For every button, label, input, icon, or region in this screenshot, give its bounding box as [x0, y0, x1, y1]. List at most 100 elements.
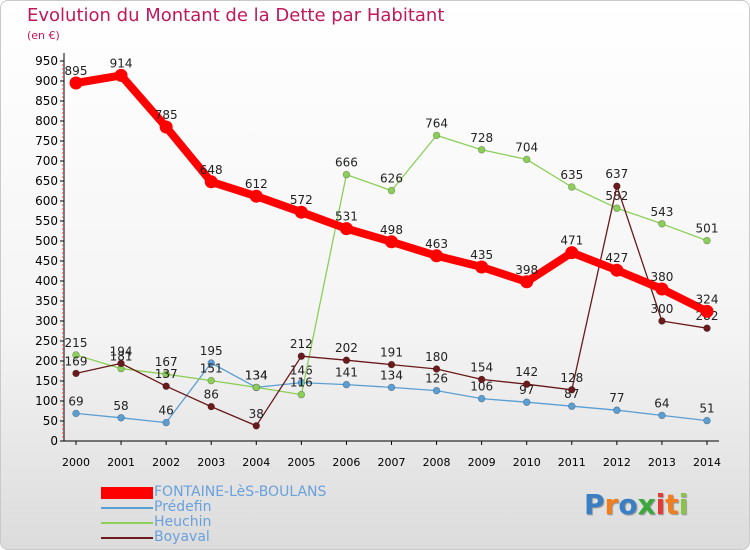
x-tick-label: 2007: [378, 456, 406, 469]
data-label-2: 764: [425, 116, 448, 130]
data-label-0: 531: [335, 210, 358, 224]
series-point-1: [432, 386, 441, 395]
series-point-1: [703, 416, 711, 425]
data-label-2: 626: [380, 172, 403, 186]
legend-swatch: [101, 486, 153, 499]
data-label-1: 126: [425, 372, 448, 386]
series-point-0: [339, 222, 353, 236]
series-point-0: [610, 263, 624, 277]
series-point-3: [523, 380, 531, 388]
series-point-0: [430, 249, 444, 263]
series-point-1: [72, 409, 80, 418]
data-label-1: 51: [699, 402, 714, 416]
data-label-2: 181: [110, 350, 133, 364]
series-point-0: [475, 260, 489, 274]
legend-label: FONTAINE-LèS-BOULANS: [154, 484, 327, 500]
data-label-3: 38: [249, 407, 264, 421]
series-point-2: [387, 186, 396, 195]
data-label-2: 704: [515, 140, 538, 154]
data-label-1: 77: [609, 391, 624, 405]
series-point-1: [613, 406, 621, 414]
series-point-1: [523, 398, 531, 406]
series-point-1: [477, 394, 486, 403]
data-label-0: 380: [650, 270, 673, 284]
legend-label: Heuchin: [154, 514, 212, 530]
series-point-2: [613, 204, 621, 212]
series-point-1: [117, 414, 125, 422]
x-tick-label: 2008: [423, 456, 451, 469]
data-label-3: 137: [155, 367, 178, 381]
series-point-0: [69, 76, 83, 90]
data-label-0: 914: [110, 56, 133, 70]
y-tick-label: 200: [35, 354, 58, 368]
series-point-2: [703, 236, 711, 245]
data-label-1: 134: [245, 368, 268, 382]
series-point-0: [520, 275, 534, 289]
data-label-3: 300: [650, 302, 673, 316]
series-point-3: [342, 356, 351, 364]
series-point-3: [297, 352, 306, 360]
data-label-2: 167: [155, 355, 178, 369]
legend-swatch: [101, 521, 153, 524]
y-tick-label: 850: [35, 94, 58, 108]
series-point-3: [207, 402, 215, 411]
x-tick-label: 2005: [287, 456, 315, 469]
data-label-0: 572: [290, 193, 313, 207]
logo-letter: o: [618, 488, 638, 521]
logo-letter: P: [584, 488, 605, 521]
data-label-1: 106: [470, 380, 493, 394]
data-label-1: 69: [68, 394, 83, 408]
series-point-1: [342, 380, 351, 389]
legend-label: Boyaval: [154, 529, 210, 545]
data-label-0: 895: [65, 64, 88, 78]
series-point-2: [207, 376, 215, 385]
data-label-1: 87: [564, 387, 579, 401]
proxiti-logo: Proxiti: [584, 488, 688, 521]
chart-subtitle: (en €): [27, 29, 60, 42]
data-label-1: 134: [380, 368, 403, 382]
series-point-3: [613, 182, 621, 190]
y-tick-label: 300: [35, 314, 58, 328]
data-label-1: 97: [519, 383, 534, 397]
y-tick-label: 700: [35, 154, 58, 168]
data-label-0: 463: [425, 237, 448, 251]
series-point-3: [387, 360, 396, 369]
series-point-2: [252, 383, 260, 392]
data-label-3: 637: [605, 167, 628, 181]
x-tick-label: 2002: [152, 456, 180, 469]
data-label-2: 728: [470, 131, 493, 145]
legend-swatch: [101, 536, 153, 539]
y-tick-label: 600: [35, 194, 58, 208]
data-label-1: 58: [113, 399, 128, 413]
data-label-3: 202: [335, 341, 358, 355]
x-tick-label: 2010: [513, 456, 541, 469]
series-point-2: [523, 155, 531, 164]
series-point-2: [658, 220, 666, 228]
y-tick-label: 400: [35, 274, 58, 288]
x-tick-label: 2009: [468, 456, 496, 469]
data-label-1: 141: [335, 366, 358, 380]
data-label-0: 648: [200, 163, 223, 177]
series-point-2: [297, 390, 306, 399]
legend-swatch: [101, 506, 153, 509]
series-point-2: [568, 183, 576, 191]
data-label-3: 191: [380, 346, 403, 360]
series-point-0: [294, 205, 308, 219]
y-tick-label: 750: [35, 134, 58, 148]
series-point-3: [477, 375, 486, 384]
data-label-0: 785: [155, 108, 178, 122]
x-tick-label: 2011: [558, 456, 586, 469]
data-label-2: 151: [200, 362, 223, 376]
data-label-2: 134: [245, 368, 268, 382]
series-point-2: [342, 170, 351, 179]
series-point-0: [114, 68, 128, 82]
x-tick-label: 2004: [242, 456, 270, 469]
data-label-2: 543: [650, 205, 673, 219]
data-label-1: 64: [654, 396, 669, 410]
series-point-3: [703, 324, 711, 332]
data-label-0: 435: [470, 248, 493, 262]
data-label-0: 612: [245, 177, 268, 191]
series-point-1: [207, 359, 215, 367]
series-point-1: [568, 402, 576, 410]
y-tick-label: 150: [35, 374, 58, 388]
